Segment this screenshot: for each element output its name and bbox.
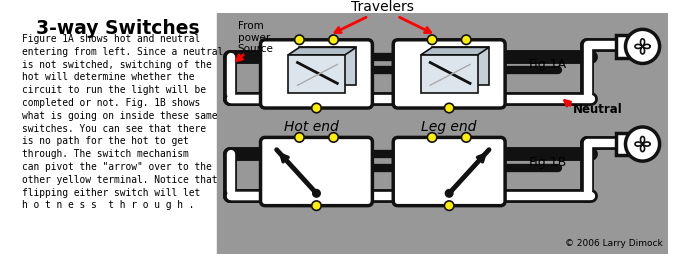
Circle shape [462,133,471,142]
Circle shape [462,35,471,44]
Circle shape [295,133,304,142]
Bar [616,133,629,155]
Text: Leg end: Leg end [421,120,477,134]
Circle shape [427,133,437,142]
Polygon shape [432,47,489,85]
Text: From
power
Source: From power Source [238,21,274,54]
Text: 3-way Switches: 3-way Switches [36,19,199,38]
FancyBboxPatch shape [261,137,372,206]
Text: Figure 1A shows hot and neutral
entering from left. Since a neutral
is not switc: Figure 1A shows hot and neutral entering… [22,34,223,211]
Bar [217,13,668,254]
Bar [18,13,217,254]
Bar [616,35,629,58]
Polygon shape [299,47,356,85]
Circle shape [329,133,338,142]
Circle shape [311,201,321,210]
Circle shape [445,189,453,197]
Text: Hot end: Hot end [284,120,339,134]
Text: Fig.1A: Fig.1A [529,58,567,71]
Polygon shape [421,55,477,93]
Polygon shape [288,47,356,55]
FancyBboxPatch shape [393,40,505,108]
Circle shape [313,189,320,197]
Text: Travelers: Travelers [351,0,414,14]
Circle shape [445,201,454,210]
Circle shape [445,103,454,113]
Circle shape [626,29,660,64]
Polygon shape [288,55,345,93]
Text: Fig.1B: Fig.1B [529,155,567,169]
Text: Neutral: Neutral [572,103,622,116]
Circle shape [427,35,437,44]
Circle shape [329,35,338,44]
Circle shape [311,103,321,113]
Circle shape [295,35,304,44]
Circle shape [626,127,660,161]
Polygon shape [421,47,489,55]
Text: © 2006 Larry Dimock: © 2006 Larry Dimock [565,239,663,248]
FancyBboxPatch shape [261,40,372,108]
FancyBboxPatch shape [393,137,505,206]
